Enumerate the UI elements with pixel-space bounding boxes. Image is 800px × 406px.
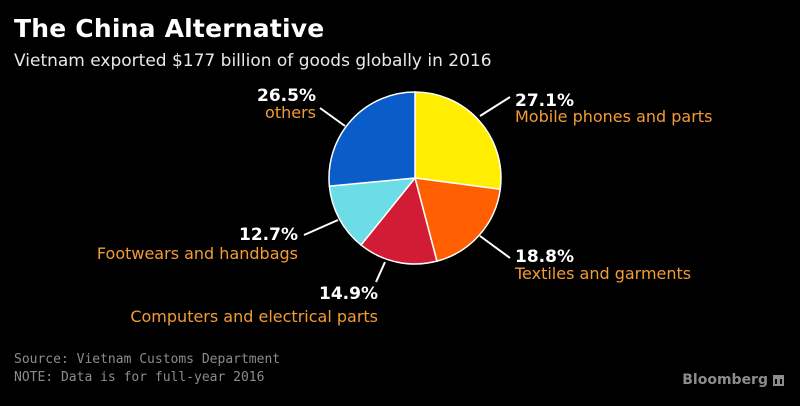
chart-subtitle: Vietnam exported $177 billion of goods g…: [14, 51, 492, 71]
slice-label-footwears: Footwears and handbags: [97, 244, 298, 263]
slice-labels: 27.1% Mobile phones and parts 18.8% Text…: [97, 86, 713, 326]
chart-title: The China Alternative: [14, 14, 325, 43]
bloomberg-logo: Bloomberg: [682, 372, 784, 388]
leader-line-computers: [375, 261, 386, 283]
leader-lines: [303, 96, 511, 283]
slice-label-computers: Computers and electrical parts: [130, 307, 378, 326]
slice-percent-mobile-phones: 27.1%: [515, 91, 574, 111]
leader-line-footwears: [303, 219, 339, 236]
leader-line-mobile-phones: [479, 96, 511, 117]
pie-slice-footwears: [328, 177, 417, 247]
slice-label-mobile-phones: Mobile phones and parts: [515, 107, 712, 126]
pie-slices: [328, 91, 502, 265]
leader-line-others: [319, 107, 346, 127]
slice-percent-textiles: 18.8%: [515, 247, 574, 267]
source-note: Source: Vietnam Customs Department: [14, 352, 281, 367]
bloomberg-icon: [773, 374, 784, 386]
slice-label-textiles: Textiles and garments: [514, 264, 691, 283]
data-note: NOTE: Data is for full-year 2016: [14, 370, 265, 385]
slice-percent-computers: 14.9%: [319, 284, 378, 304]
slice-label-others: others: [265, 103, 316, 122]
brand-name: Bloomberg: [682, 372, 768, 388]
pie-slice-textiles: [413, 177, 502, 263]
slice-percent-others: 26.5%: [257, 86, 316, 106]
pie-slice-computers: [359, 176, 438, 265]
pie-slice-mobile-phones: [414, 91, 502, 191]
slice-percent-footwears: 12.7%: [239, 225, 298, 245]
leader-line-textiles: [479, 235, 511, 259]
pie-slice-others: [328, 91, 416, 187]
